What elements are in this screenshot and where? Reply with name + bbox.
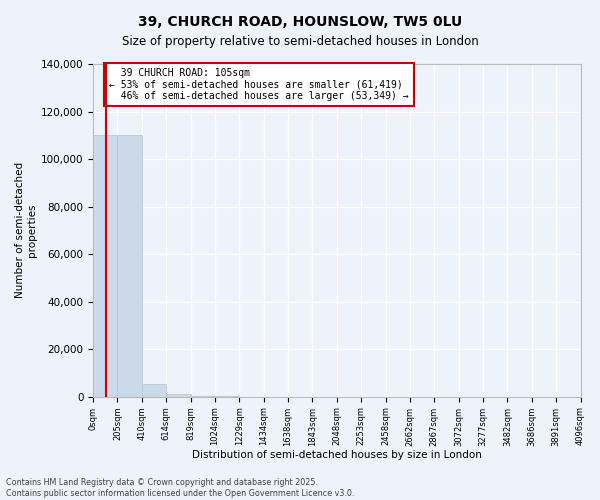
Text: Contains HM Land Registry data © Crown copyright and database right 2025.
Contai: Contains HM Land Registry data © Crown c… xyxy=(6,478,355,498)
Y-axis label: Number of semi-detached
properties: Number of semi-detached properties xyxy=(15,162,37,298)
Text: 39, CHURCH ROAD, HOUNSLOW, TW5 0LU: 39, CHURCH ROAD, HOUNSLOW, TW5 0LU xyxy=(138,15,462,29)
Bar xyxy=(118,136,142,396)
Bar xyxy=(166,394,191,396)
Text: 39 CHURCH ROAD: 105sqm
← 53% of semi-detached houses are smaller (61,419)
  46% : 39 CHURCH ROAD: 105sqm ← 53% of semi-det… xyxy=(109,68,409,101)
X-axis label: Distribution of semi-detached houses by size in London: Distribution of semi-detached houses by … xyxy=(192,450,482,460)
Bar xyxy=(93,136,118,396)
Bar xyxy=(142,384,166,396)
Text: Size of property relative to semi-detached houses in London: Size of property relative to semi-detach… xyxy=(122,35,478,48)
